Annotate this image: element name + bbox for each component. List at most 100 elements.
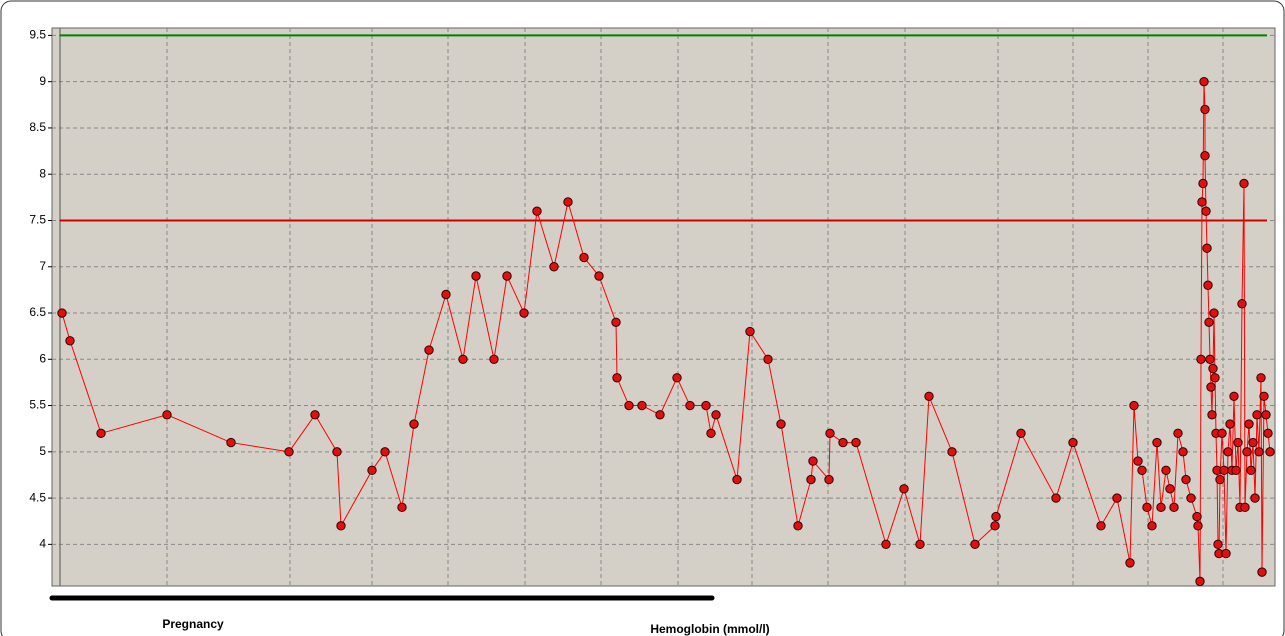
data-point <box>881 539 891 550</box>
data-point <box>367 465 377 476</box>
data-point <box>1263 428 1273 439</box>
data-point <box>1254 447 1264 457</box>
data-point <box>1068 437 1078 448</box>
y-tick-label: 6 <box>39 351 46 365</box>
data-point <box>637 400 647 411</box>
data-point <box>1259 391 1269 401</box>
data-point <box>1225 419 1235 429</box>
data-point <box>1246 465 1256 476</box>
data-point <box>1213 539 1223 550</box>
data-point <box>685 400 695 411</box>
data-point <box>1223 447 1233 457</box>
data-point <box>441 289 451 300</box>
data-point <box>336 521 346 531</box>
data-point <box>1265 447 1275 457</box>
data-point <box>706 428 716 439</box>
y-tick-label: 7 <box>39 259 46 273</box>
data-point <box>991 511 1001 522</box>
data-point <box>1201 206 1211 216</box>
data-point <box>1219 465 1229 476</box>
data-point <box>1197 197 1207 207</box>
data-point <box>1161 465 1171 476</box>
data-point <box>489 354 499 364</box>
data-point <box>1204 317 1214 327</box>
data-point <box>1208 363 1218 374</box>
x-axis-label: Hemoglobin (mmol/l) <box>650 622 769 636</box>
data-point <box>1248 437 1258 448</box>
data-point <box>424 345 434 355</box>
data-point <box>924 391 934 401</box>
data-point <box>162 410 172 420</box>
data-point <box>672 373 682 383</box>
data-point <box>471 271 481 281</box>
data-point <box>1198 178 1208 189</box>
data-point <box>397 502 407 513</box>
y-tick-label: 6.5 <box>29 305 46 319</box>
data-point <box>1203 280 1213 290</box>
data-point <box>838 437 848 448</box>
data-point <box>1147 521 1157 531</box>
data-point <box>1196 354 1206 364</box>
data-point <box>1215 474 1225 485</box>
data-point <box>332 447 342 457</box>
data-point <box>990 521 1000 531</box>
data-point <box>1178 447 1188 457</box>
data-point <box>1125 558 1135 568</box>
data-point <box>579 252 589 263</box>
data-point <box>1207 410 1217 420</box>
data-point <box>1165 484 1175 494</box>
data-point <box>1229 391 1239 401</box>
data-point <box>1233 437 1243 448</box>
data-point <box>899 484 909 494</box>
data-point <box>1152 437 1162 448</box>
data-point <box>1016 428 1026 439</box>
data-point <box>808 456 818 466</box>
data-point <box>1206 382 1216 392</box>
data-point <box>1205 354 1215 364</box>
y-tick-label: 8.5 <box>29 120 46 134</box>
data-point <box>502 271 512 281</box>
data-point <box>825 428 835 439</box>
data-point <box>1202 243 1212 253</box>
data-point <box>970 539 980 550</box>
data-point <box>1242 447 1252 457</box>
data-point <box>1169 502 1179 513</box>
data-point <box>947 447 957 457</box>
y-tick-label: 9.5 <box>29 28 46 42</box>
data-point <box>1193 521 1203 531</box>
data-point <box>611 317 621 327</box>
data-point <box>1173 428 1183 439</box>
data-point <box>1192 511 1202 522</box>
data-point <box>776 419 786 429</box>
data-point <box>409 419 419 429</box>
data-point <box>1129 400 1139 411</box>
data-point <box>1237 299 1247 309</box>
data-point <box>1221 548 1231 559</box>
data-point <box>806 474 816 485</box>
data-point <box>1257 567 1267 577</box>
data-point <box>57 308 67 318</box>
y-tick-label: 9 <box>39 74 46 88</box>
data-point <box>65 336 75 346</box>
data-point <box>1261 410 1271 420</box>
data-point <box>1186 493 1196 503</box>
data-point <box>612 373 622 383</box>
data-point <box>1200 104 1210 115</box>
y-tick-label: 7.5 <box>29 213 46 227</box>
data-point <box>793 521 803 531</box>
data-point <box>519 308 529 318</box>
y-tick-label: 5 <box>39 444 46 458</box>
data-point <box>594 271 604 281</box>
data-point <box>1137 465 1147 476</box>
data-point <box>1096 521 1106 531</box>
data-point <box>1210 373 1220 383</box>
data-point <box>1142 502 1152 513</box>
data-point <box>1199 76 1209 87</box>
data-point <box>226 437 236 448</box>
data-point <box>532 206 542 216</box>
data-point <box>1240 502 1250 513</box>
data-point <box>745 326 755 337</box>
series-line <box>61 81 1271 582</box>
annotation-label: Pregnancy <box>162 617 224 631</box>
